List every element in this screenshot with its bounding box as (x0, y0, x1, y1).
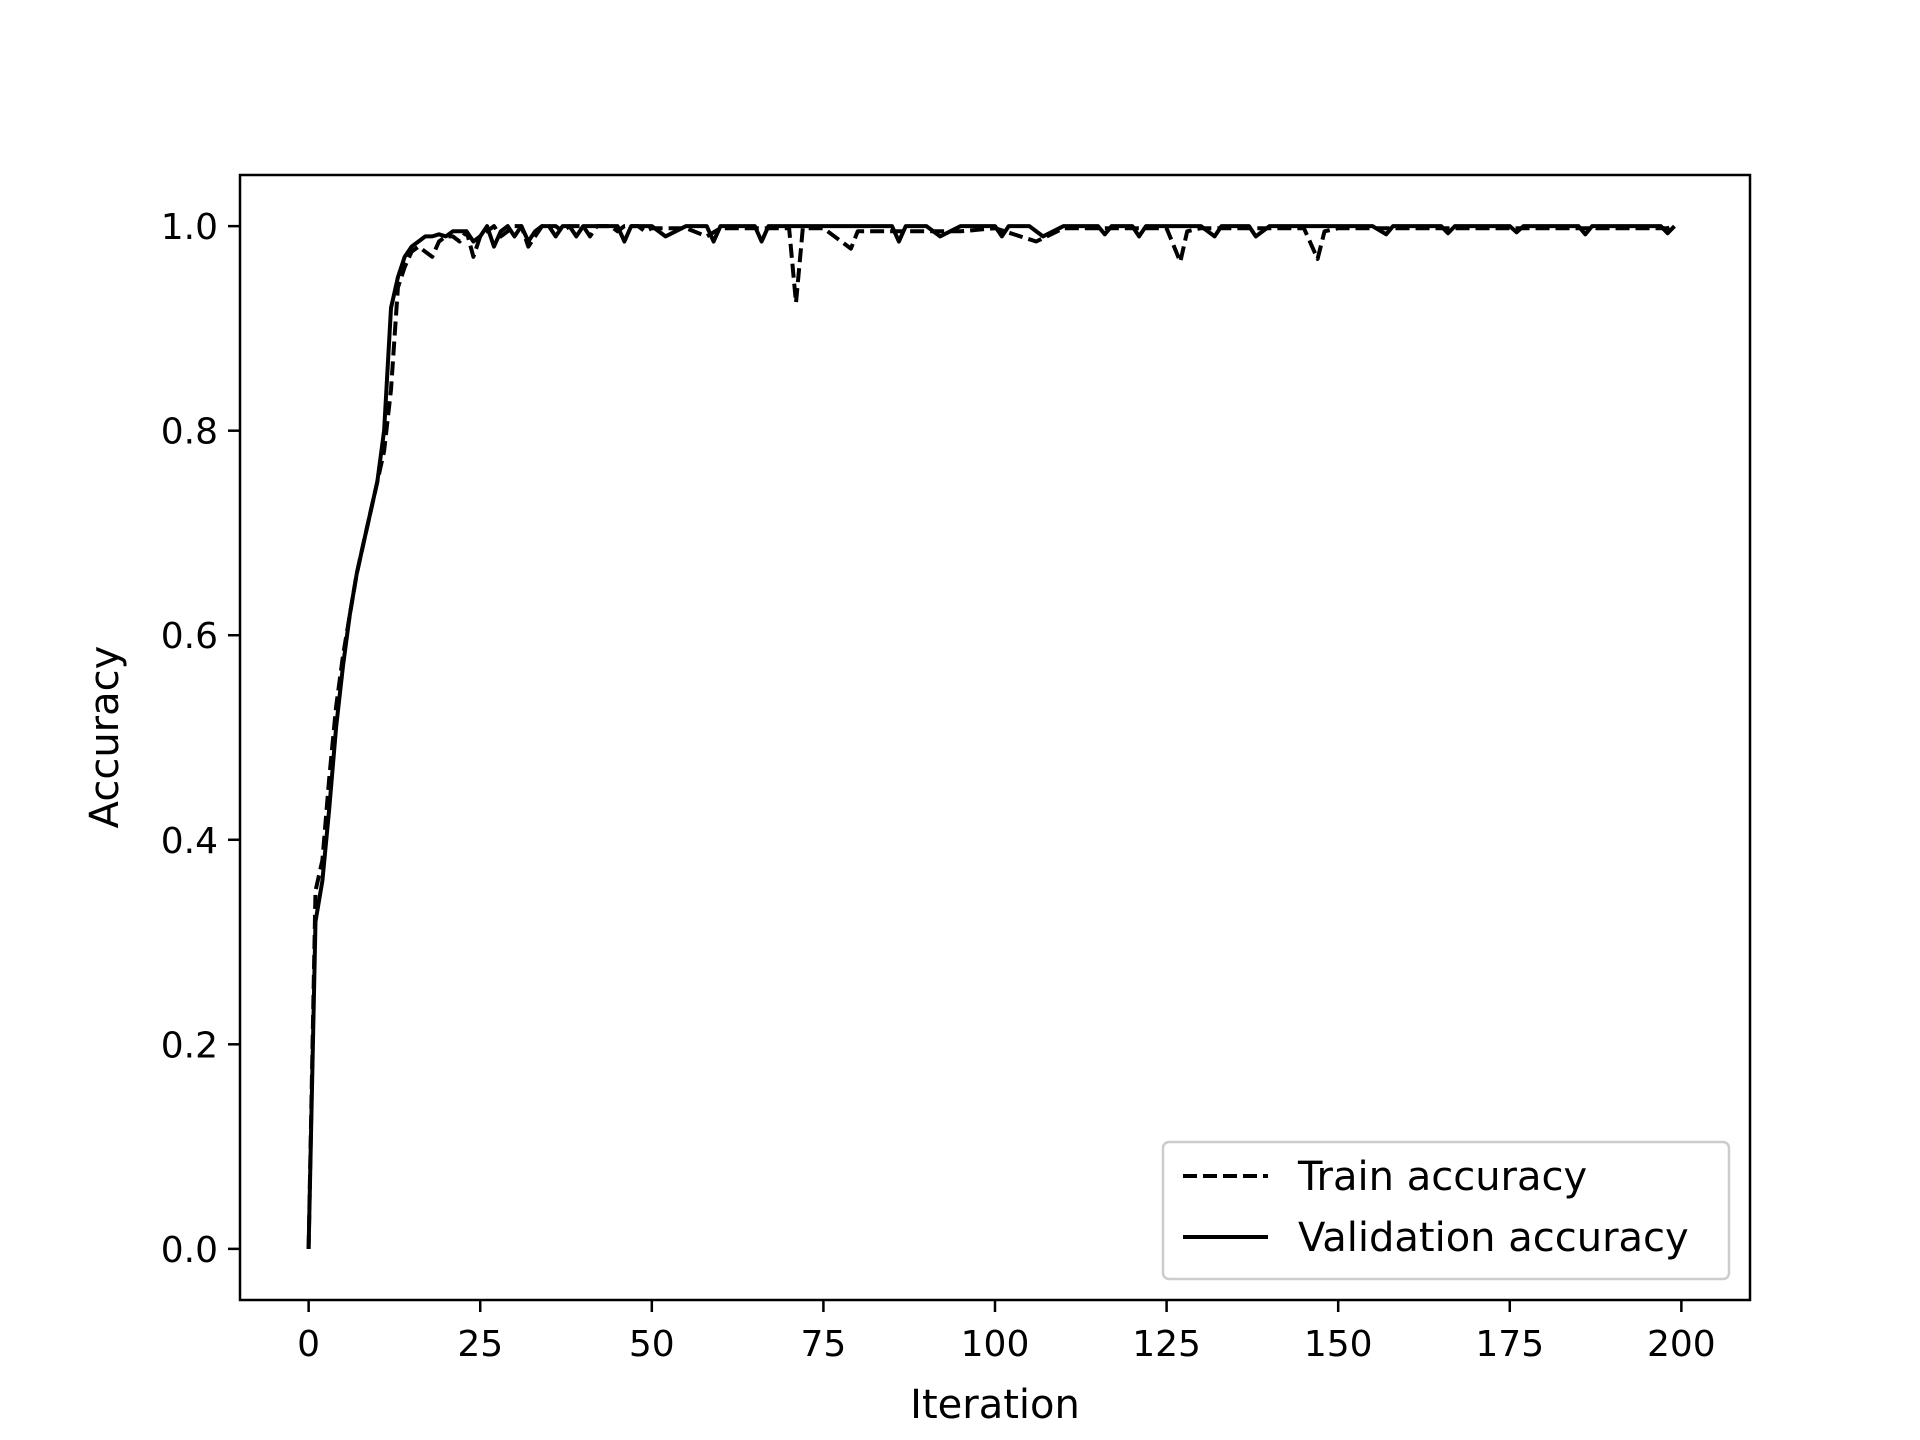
y-tick-label: 0.2 (161, 1025, 218, 1066)
train-accuracy-line (306, 224, 1676, 1249)
x-tick-label: 0 (297, 1324, 320, 1365)
x-tick-label: 100 (961, 1324, 1030, 1365)
validation-accuracy-line (306, 224, 1676, 1249)
y-axis-label: Accuracy (82, 646, 128, 829)
x-axis: 0 25 50 75 100 125 150 175 200 (297, 1300, 1716, 1365)
y-axis: 0.0 0.2 0.4 0.6 0.8 1.0 (161, 207, 240, 1271)
legend: Train accuracy Validation accuracy (1161, 1140, 1731, 1281)
x-tick-label: 200 (1647, 1324, 1716, 1365)
legend-box (1161, 1140, 1731, 1281)
x-tick-label: 50 (629, 1324, 675, 1365)
legend-train-label: Train accuracy (1297, 1154, 1587, 1200)
x-tick-label: 75 (801, 1324, 847, 1365)
series-layer (306, 224, 1676, 1249)
x-axis-label: Iteration (910, 1382, 1080, 1428)
plot-area (240, 175, 1750, 1300)
y-tick-label: 0.4 (161, 821, 218, 862)
y-tick-label: 1.0 (161, 207, 218, 248)
y-tick-label: 0.6 (161, 616, 218, 657)
x-tick-label: 175 (1475, 1324, 1544, 1365)
legend-validation-label: Validation accuracy (1298, 1215, 1689, 1261)
x-tick-label: 125 (1132, 1324, 1201, 1365)
x-tick-label: 150 (1304, 1324, 1373, 1365)
x-tick-label: 25 (457, 1324, 503, 1365)
y-tick-label: 0.8 (161, 412, 218, 453)
y-tick-label: 0.0 (161, 1230, 218, 1271)
